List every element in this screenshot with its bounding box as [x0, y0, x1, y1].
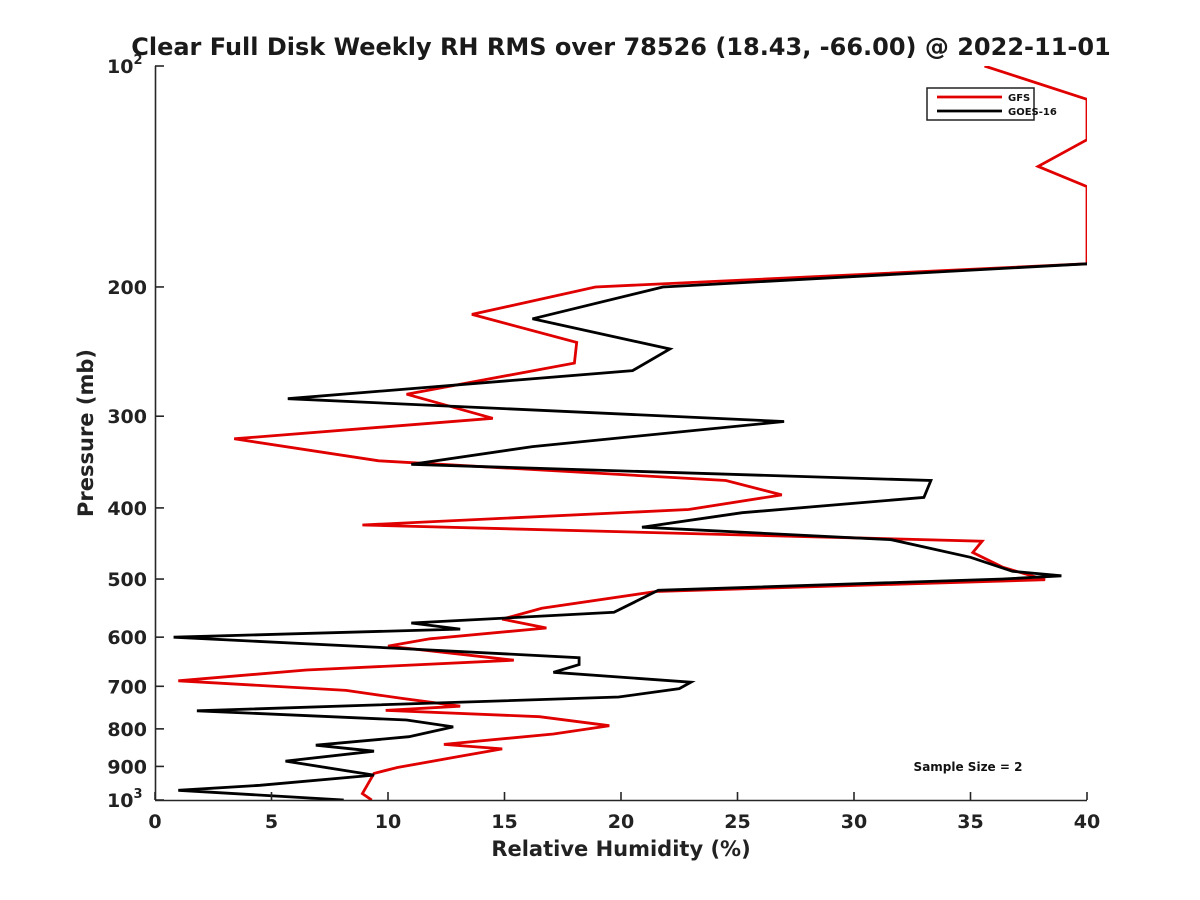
legend-label-goes-16: GOES-16 — [1008, 107, 1057, 118]
x-tick-label: 0 — [148, 811, 161, 833]
y-tick-label: 200 — [107, 277, 147, 299]
y-axis-ticks: 102 200 300 400 500 600 700 800 900 103 — [107, 53, 164, 812]
y-tick-label: 800 — [107, 719, 147, 741]
x-tick-label: 35 — [957, 811, 983, 833]
y-axis-label: Pressure (mb) — [74, 349, 98, 517]
y-tick-label: 700 — [107, 676, 147, 698]
x-axis-label: Relative Humidity (%) — [491, 837, 750, 861]
y-tick-label: 103 — [107, 787, 143, 812]
x-tick-label: 20 — [608, 811, 634, 833]
x-tick-label: 25 — [724, 811, 750, 833]
sample-size-annotation: Sample Size = 2 — [914, 760, 1023, 774]
y-tick-label: 500 — [107, 569, 147, 591]
y-tick-label: 400 — [107, 498, 147, 520]
plot-lines-layer — [173, 66, 1087, 800]
chart-title: Clear Full Disk Weekly RH RMS over 78526… — [131, 33, 1111, 61]
x-tick-label: 5 — [265, 811, 278, 833]
legend: GFS GOES-16 — [926, 87, 1057, 121]
legend-label-gfs: GFS — [1008, 93, 1030, 104]
x-tick-label: 10 — [375, 811, 401, 833]
series-line-goes-16 — [173, 262, 1087, 800]
y-tick-label: 102 — [107, 53, 143, 78]
x-axis-ticks: 0 5 10 15 20 25 30 35 40 — [148, 792, 1100, 833]
y-tick-label: 600 — [107, 627, 147, 649]
y-tick-label: 300 — [107, 406, 147, 428]
series-line-gfs — [178, 66, 1087, 800]
legend-box — [926, 87, 1035, 121]
x-tick-label: 15 — [491, 811, 517, 833]
x-tick-label: 30 — [841, 811, 867, 833]
x-tick-label: 40 — [1074, 811, 1100, 833]
y-tick-label: 900 — [107, 756, 147, 778]
